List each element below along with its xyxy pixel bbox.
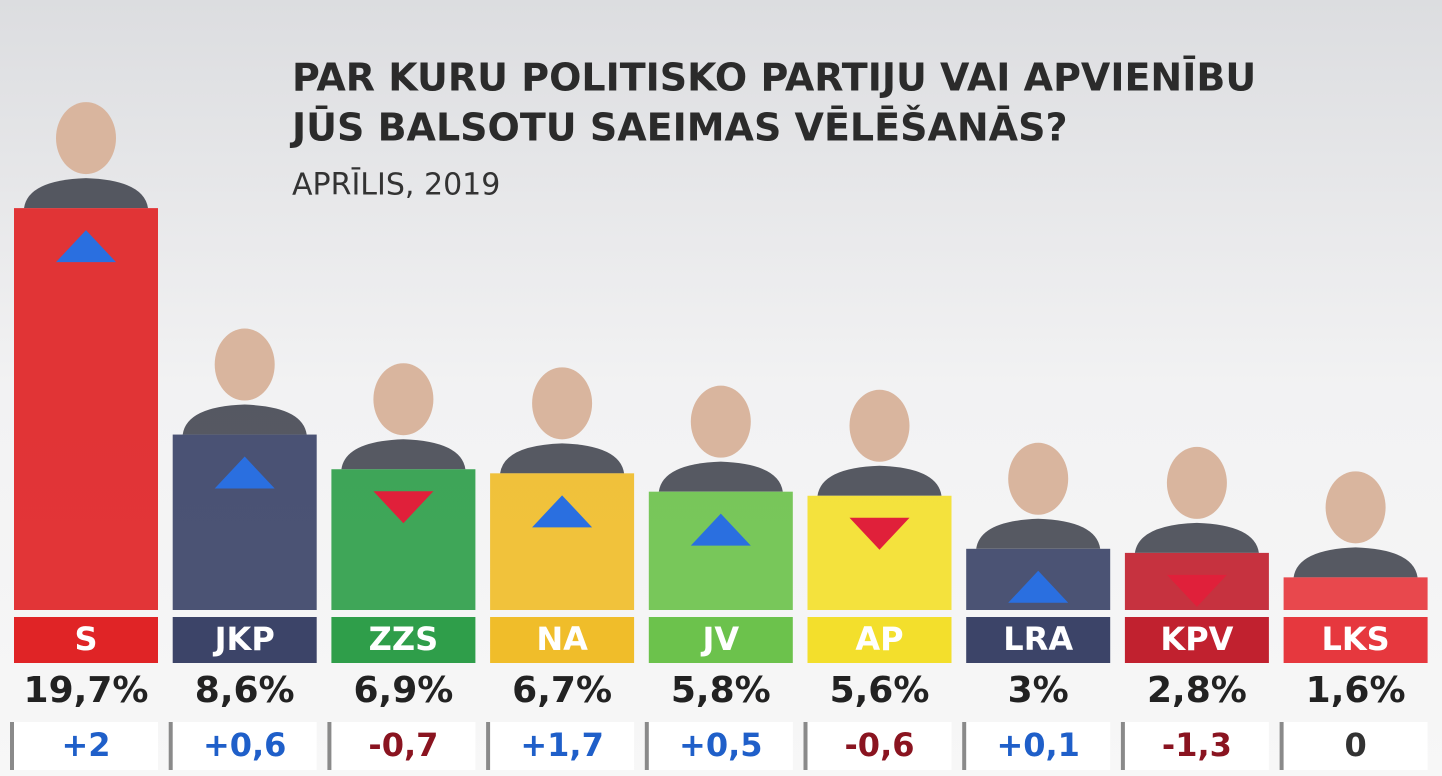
portrait-head xyxy=(849,389,910,462)
party-label: LKS xyxy=(1321,620,1389,658)
change-label: +1,7 xyxy=(520,726,604,764)
up-arrow xyxy=(532,495,593,528)
change-box xyxy=(644,722,793,770)
value-label: 1,6% xyxy=(1306,670,1406,711)
change-label: +2 xyxy=(61,726,110,764)
up-arrow xyxy=(1008,570,1069,603)
party-label: ZZS xyxy=(369,620,438,658)
chart-title: PAR KURU POLITISKO PARTIJU VAI APVIENĪBU xyxy=(292,56,1256,100)
party-label: JV xyxy=(700,620,739,658)
change-box-edge xyxy=(803,722,808,770)
change-label: 0 xyxy=(1344,726,1366,764)
value-label: 8,6% xyxy=(195,670,295,711)
up-arrow xyxy=(690,513,751,546)
change-box xyxy=(10,722,158,770)
change-label: -0,7 xyxy=(368,726,438,764)
party-label: S xyxy=(74,620,97,658)
value-label: 3% xyxy=(1008,670,1069,711)
portrait-head xyxy=(1325,471,1386,544)
portrait-head xyxy=(56,102,116,175)
value-label: 2,8% xyxy=(1147,670,1247,711)
bar xyxy=(331,469,476,610)
change-box xyxy=(962,722,1111,770)
portrait-shoulders xyxy=(24,178,148,209)
bar xyxy=(648,491,793,610)
down-arrow xyxy=(849,517,910,550)
party-label-box xyxy=(331,617,476,663)
party-label-box xyxy=(14,617,158,663)
party-label-box xyxy=(1283,617,1428,663)
portrait-head xyxy=(690,385,751,458)
portrait-shoulders xyxy=(817,465,942,496)
portrait-head xyxy=(214,328,275,401)
portrait-shoulders xyxy=(658,461,783,492)
portrait-shoulders xyxy=(341,439,466,470)
change-box-edge xyxy=(644,722,649,770)
bar xyxy=(14,208,158,610)
party-label: JKP xyxy=(213,620,275,658)
party-label-box xyxy=(490,617,635,663)
portrait-head xyxy=(1008,442,1069,515)
change-box-edge xyxy=(962,722,967,770)
change-box-edge xyxy=(327,722,332,770)
value-label: 5,8% xyxy=(671,670,771,711)
change-box xyxy=(168,722,317,770)
change-box xyxy=(486,722,635,770)
change-label: -1,3 xyxy=(1162,726,1232,764)
change-box xyxy=(803,722,952,770)
value-label: 6,7% xyxy=(512,670,612,711)
portrait-shoulders xyxy=(1134,522,1259,553)
party-label-box xyxy=(648,617,793,663)
change-label: -0,6 xyxy=(845,726,915,764)
change-box-edge xyxy=(168,722,173,770)
change-box-edge xyxy=(1120,722,1125,770)
value-label: 19,7% xyxy=(24,670,149,711)
party-label-box xyxy=(172,617,317,663)
bar xyxy=(1283,577,1428,610)
portrait-head xyxy=(532,367,593,440)
party-label: AP xyxy=(855,620,903,658)
bar xyxy=(490,473,635,610)
portrait-head xyxy=(373,363,434,436)
change-box xyxy=(1120,722,1269,770)
up-arrow xyxy=(214,456,275,489)
party-label-box xyxy=(966,617,1111,663)
change-box xyxy=(327,722,476,770)
change-label: +0,6 xyxy=(203,726,287,764)
change-label: +0,5 xyxy=(679,726,763,764)
portrait-shoulders xyxy=(500,443,625,474)
chart-subtitle: APRĪLIS, 2019 xyxy=(292,167,500,203)
change-box-edge xyxy=(486,722,491,770)
change-box-edge xyxy=(1279,722,1284,770)
bar xyxy=(807,495,952,610)
change-box xyxy=(1279,722,1428,770)
portrait-head xyxy=(1166,446,1227,519)
party-label: NA xyxy=(536,620,588,658)
portrait-shoulders xyxy=(1293,547,1418,578)
party-label-box xyxy=(807,617,952,663)
down-arrow xyxy=(1166,574,1227,607)
party-label: LRA xyxy=(1003,620,1073,658)
change-box-edge xyxy=(10,722,14,770)
value-label: 5,6% xyxy=(830,670,930,711)
portrait-shoulders xyxy=(182,404,307,435)
change-label: +0,1 xyxy=(996,726,1080,764)
chart-title: JŪS BALSOTU SAEIMAS VĒLĒŠANĀS? xyxy=(289,106,1068,150)
up-arrow xyxy=(56,230,116,263)
party-label-box xyxy=(1124,617,1269,663)
portrait-shoulders xyxy=(976,518,1101,549)
party-label: KPV xyxy=(1160,620,1233,658)
value-label: 6,9% xyxy=(353,670,453,711)
down-arrow xyxy=(373,491,434,524)
